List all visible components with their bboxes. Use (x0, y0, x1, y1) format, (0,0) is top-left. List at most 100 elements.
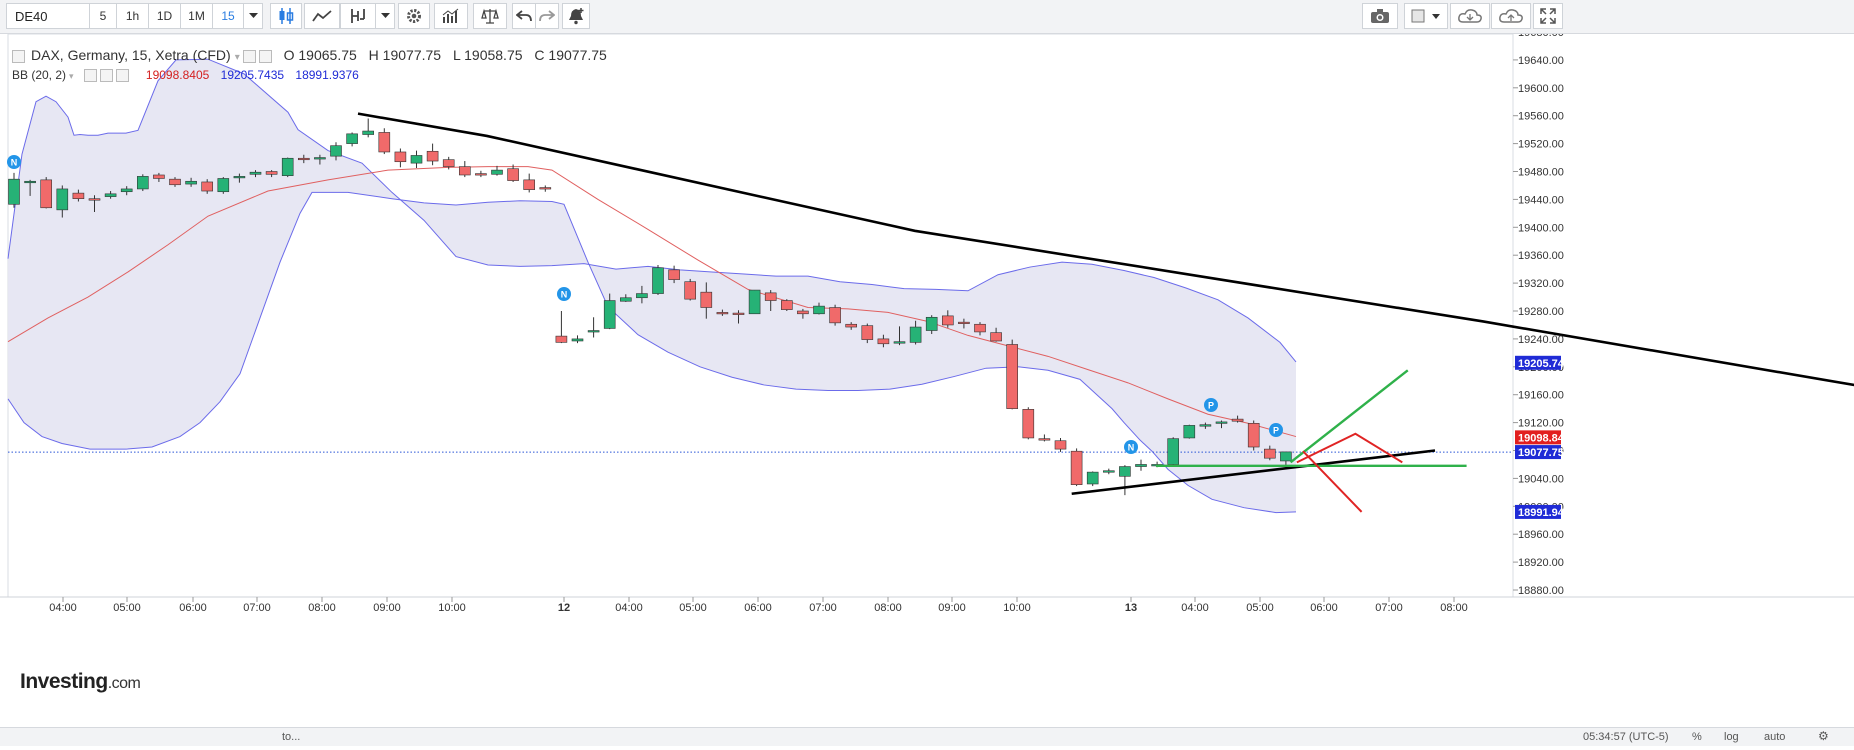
interval-1d-button[interactable]: 1D (148, 3, 181, 29)
eye-icon[interactable] (83, 69, 97, 83)
alert-icon (569, 8, 584, 25)
chevron-down-icon (248, 13, 258, 18)
y-tick-label: 19520.00 (1518, 139, 1564, 151)
candle-body (636, 293, 648, 299)
cloud-upload-button[interactable] (1491, 3, 1531, 29)
fullscreen-button[interactable] (1533, 3, 1563, 29)
candle-body (523, 179, 536, 190)
alert-button[interactable] (562, 3, 590, 29)
x-tick-label: 05:00 (113, 602, 141, 614)
indicators-dropdown-button[interactable] (375, 3, 395, 29)
settings-small-icon[interactable] (258, 49, 272, 63)
collapse-legend-icon[interactable] (12, 49, 25, 63)
y-tick-label: 19560.00 (1518, 111, 1564, 123)
bb-basis-value: 19098.8405 (145, 68, 210, 82)
x-tick-label: 06:00 (179, 602, 207, 614)
color-picker-button[interactable] (1404, 3, 1448, 29)
candle-body (555, 335, 568, 343)
indicator-legend: BB (20, 2) ▾ 19098.8405 19205.7435 18991.… (12, 68, 359, 83)
log-toggle[interactable]: log (1724, 731, 1739, 743)
chevron-down-icon[interactable]: ▾ (69, 71, 74, 81)
candle-body (1264, 448, 1276, 459)
price-tag (1515, 445, 1561, 460)
interval-1h-button[interactable]: 1h (116, 3, 149, 29)
news-marker-icon (1124, 440, 1138, 454)
candle-body (684, 281, 697, 300)
candle-body (845, 323, 858, 328)
redo-button[interactable] (535, 3, 559, 29)
price-tag-label: 18991.94 (1518, 507, 1565, 519)
interval-1m-button[interactable]: 1M (180, 3, 213, 29)
green-up-arrow-line (1289, 369, 1409, 464)
candle-body (539, 187, 552, 190)
candle-body (1038, 438, 1051, 441)
candle-body (507, 168, 519, 181)
x-tick-label: 10:00 (438, 602, 466, 614)
candle-body (410, 155, 423, 164)
y-tick-label: 18880.00 (1518, 585, 1564, 597)
y-tick-label: 19320.00 (1518, 278, 1564, 290)
candle-body (297, 157, 310, 161)
percent-toggle[interactable]: % (1692, 731, 1702, 743)
candle-body (1119, 466, 1131, 477)
x-tick-label: 04:00 (1181, 602, 1209, 614)
close-icon[interactable] (115, 69, 129, 83)
candle-body (990, 332, 1002, 342)
settings-button[interactable] (398, 3, 430, 29)
screenshot-button[interactable] (1362, 3, 1398, 29)
camera-icon (1371, 9, 1389, 23)
candle-body (813, 305, 825, 315)
symbol-input[interactable]: DE40 (6, 3, 104, 29)
candle-body (265, 171, 278, 175)
candle-body (861, 325, 874, 340)
candle-body (475, 173, 487, 176)
x-tick-label: 08:00 (1440, 602, 1468, 614)
chart-area[interactable]: NNNPP18880.0018920.0018960.0019000.00190… (0, 27, 1854, 745)
line-chart-button[interactable] (304, 3, 340, 29)
candle-body (378, 132, 391, 153)
eye-icon[interactable] (242, 49, 256, 63)
indicators-button[interactable] (340, 3, 376, 29)
settings-small-icon[interactable] (99, 69, 113, 83)
x-tick-label: 05:00 (679, 602, 707, 614)
candle-body (330, 145, 342, 157)
cloud-save-button[interactable] (1450, 3, 1490, 29)
cloud-upload-icon (1499, 9, 1523, 23)
undo-icon (516, 10, 532, 22)
candles-button[interactable] (270, 3, 302, 29)
candle-body (491, 169, 503, 175)
interval-5-button[interactable]: 5 (89, 3, 117, 29)
support-trendline (1071, 449, 1436, 496)
interval-15-button[interactable]: 15 (212, 3, 244, 29)
bars-button[interactable] (434, 3, 468, 29)
candle-body (314, 157, 326, 160)
news-marker-icon (557, 287, 571, 301)
compare-button[interactable] (473, 3, 507, 29)
x-tick-label: 07:00 (809, 602, 837, 614)
bb-lower-value: 18991.9376 (295, 68, 359, 82)
candle-body (797, 310, 809, 315)
y-tick-label: 19280.00 (1518, 306, 1564, 318)
candle-body (829, 307, 841, 324)
x-tick-label: 04:00 (49, 602, 77, 614)
x-tick-label: 13 (1125, 602, 1137, 614)
ohlc-high: H 19077.75 (368, 47, 442, 63)
candle-body (1280, 451, 1292, 462)
y-tick-label: 18920.00 (1518, 557, 1564, 569)
candle-body (1199, 424, 1212, 427)
y-tick-label: 19120.00 (1518, 418, 1564, 430)
auto-toggle[interactable]: auto (1764, 731, 1786, 743)
status-bar: to... 05:34:57 (UTC-5) % log auto ⚙ (0, 727, 1854, 746)
price-chart[interactable]: NNNPP18880.0018920.0018960.0019000.00190… (0, 27, 1854, 745)
y-tick-label: 19480.00 (1518, 167, 1564, 179)
candle-body (169, 178, 181, 186)
candle-body (603, 300, 616, 329)
settings-gear-icon[interactable]: ⚙ (1818, 729, 1829, 743)
candle-body (56, 188, 69, 211)
investing-logo: Investing.com (20, 670, 141, 694)
candle-body (619, 297, 632, 302)
status-left-text: to... (282, 731, 301, 743)
undo-button[interactable] (512, 3, 536, 29)
chevron-down-icon[interactable]: ▾ (234, 52, 240, 63)
interval-dropdown-button[interactable] (243, 3, 263, 29)
